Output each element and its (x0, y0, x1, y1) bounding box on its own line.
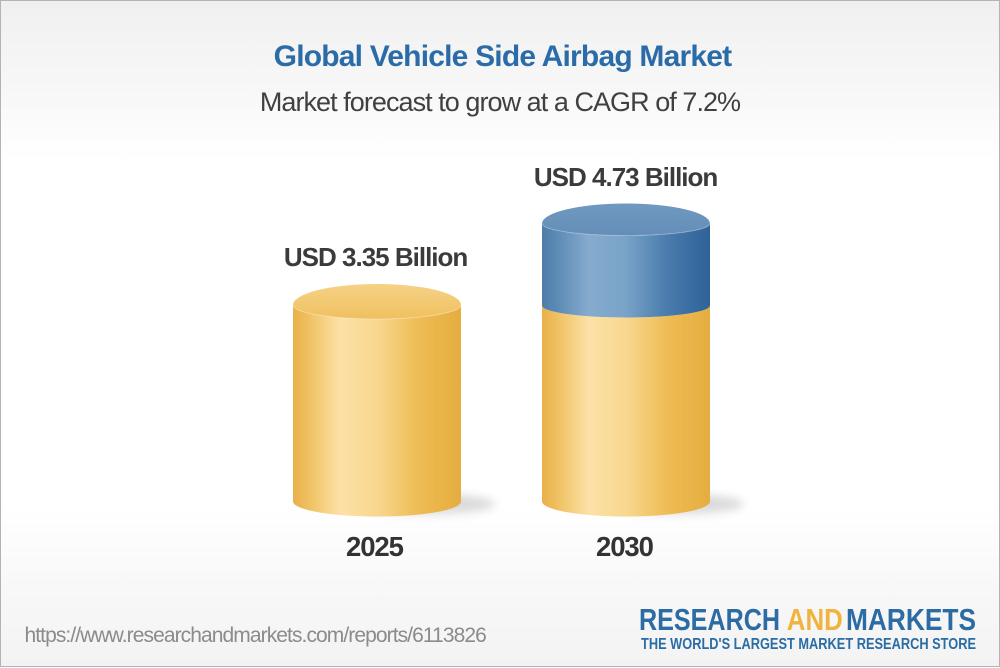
svg-text:RESEARCH: RESEARCH (639, 602, 780, 637)
svg-text:AND: AND (787, 602, 843, 637)
svg-text:MARKETS: MARKETS (846, 602, 976, 637)
svg-text:THE WORLD'S LARGEST MARKET RES: THE WORLD'S LARGEST MARKET RESEARCH STOR… (641, 636, 976, 653)
